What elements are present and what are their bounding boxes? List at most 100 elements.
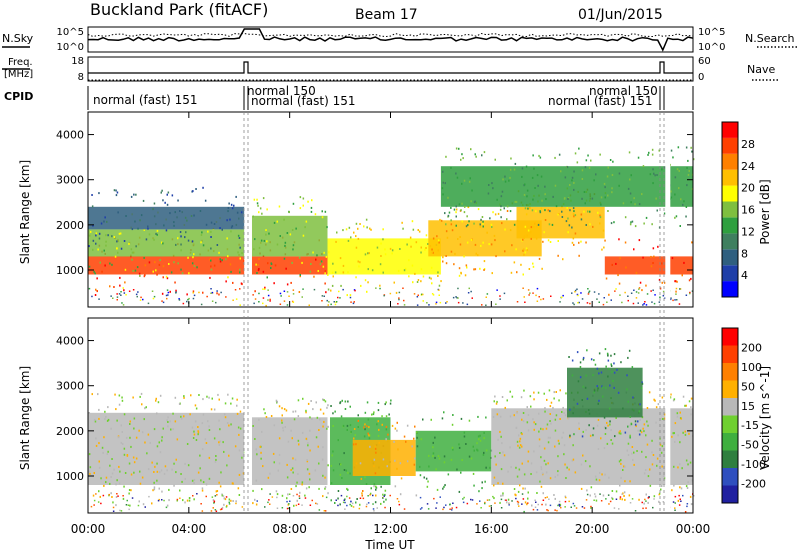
heatmap-noise <box>678 494 680 497</box>
heatmap-speckle <box>527 450 530 453</box>
heatmap-speckle <box>521 175 523 178</box>
colorbar-tick: 20 <box>741 182 755 195</box>
heatmap-speckle <box>688 169 690 172</box>
heatmap-speckle <box>186 293 188 296</box>
heatmap-speckle <box>453 208 456 211</box>
heatmap-noise <box>398 297 400 299</box>
heatmap-speckle <box>147 225 149 228</box>
heatmap-speckle <box>120 247 123 250</box>
heatmap-speckle <box>483 269 485 271</box>
heatmap-speckle <box>220 471 222 474</box>
heatmap-noise <box>267 299 269 301</box>
heatmap-noise <box>527 289 530 291</box>
heatmap-noise <box>252 294 254 296</box>
heatmap-speckle <box>494 158 496 161</box>
heatmap-speckle <box>142 503 145 506</box>
heatmap-speckle <box>685 459 688 462</box>
heatmap-speckle <box>195 188 197 190</box>
heatmap-speckle <box>619 430 621 433</box>
heatmap-speckle <box>307 402 310 405</box>
heatmap-speckle <box>381 423 383 426</box>
heatmap-speckle <box>636 450 638 452</box>
heatmap-speckle <box>687 173 690 176</box>
heatmap-speckle <box>592 434 594 437</box>
heatmap-speckle <box>122 497 125 500</box>
heatmap-speckle <box>118 482 121 485</box>
heatmap-speckle <box>615 490 618 493</box>
heatmap-speckle <box>501 222 503 225</box>
heatmap-speckle <box>131 228 134 231</box>
heatmap-noise <box>490 505 492 507</box>
heatmap-speckle <box>375 488 377 491</box>
heatmap-noise <box>658 301 661 303</box>
heatmap-speckle <box>678 169 680 172</box>
heatmap-speckle <box>385 425 388 428</box>
heatmap-speckle <box>190 394 192 397</box>
heatmap-noise <box>137 291 139 293</box>
nsky-tick-top: 10^5 <box>57 27 84 38</box>
heatmap-noise <box>213 502 215 504</box>
heatmap-speckle <box>311 418 313 420</box>
heatmap-speckle <box>357 414 359 417</box>
heatmap-speckle <box>210 265 212 268</box>
heatmap-speckle <box>135 245 137 248</box>
heatmap-noise <box>590 507 592 509</box>
heatmap-speckle <box>177 237 179 240</box>
heatmap-speckle <box>180 249 182 252</box>
heatmap-noise <box>631 498 634 500</box>
heatmap-speckle <box>193 433 196 436</box>
heatmap-noise <box>116 299 118 301</box>
heatmap-speckle <box>131 258 133 261</box>
heatmap-speckle <box>276 220 278 223</box>
heatmap-speckle <box>128 492 130 495</box>
heatmap-speckle <box>454 252 456 255</box>
heatmap-speckle <box>494 395 496 398</box>
heatmap-speckle <box>167 425 169 428</box>
heatmap-speckle <box>490 223 493 226</box>
heatmap-speckle <box>565 392 567 395</box>
heatmap-speckle <box>325 291 327 294</box>
heatmap-noise <box>123 292 126 294</box>
heatmap-speckle <box>571 459 574 462</box>
heatmap-speckle <box>98 460 100 463</box>
heatmap-speckle <box>178 403 181 405</box>
heatmap-speckle <box>591 197 594 200</box>
heatmap-speckle <box>443 455 446 458</box>
heatmap-speckle <box>557 240 559 242</box>
heatmap-speckle <box>606 352 609 355</box>
heatmap-speckle <box>651 463 654 466</box>
heatmap-speckle <box>123 240 126 242</box>
heatmap-speckle <box>278 462 281 465</box>
heatmap-speckle <box>255 503 258 506</box>
heatmap-speckle <box>542 492 544 495</box>
heatmap-noise <box>517 501 520 504</box>
x-tick-label: 04:00 <box>172 522 207 536</box>
heatmap-speckle <box>218 481 220 484</box>
heatmap-speckle <box>330 464 333 467</box>
heatmap-speckle <box>422 275 425 278</box>
heatmap-speckle <box>284 241 287 244</box>
heatmap-speckle <box>376 423 378 426</box>
heatmap-speckle <box>94 272 96 275</box>
heatmap-speckle <box>527 497 529 500</box>
heatmap-speckle <box>344 498 346 501</box>
heatmap-speckle <box>531 504 533 507</box>
heatmap-speckle <box>639 403 641 406</box>
heatmap-speckle <box>357 227 359 230</box>
heatmap-noise <box>674 495 677 498</box>
heatmap-noise <box>286 304 289 306</box>
heatmap-speckle <box>359 503 361 506</box>
heatmap-speckle <box>450 223 453 226</box>
heatmap-speckle <box>451 423 454 426</box>
heatmap-speckle <box>146 452 148 455</box>
heatmap-speckle <box>603 182 606 185</box>
heatmap-speckle <box>440 280 442 283</box>
heatmap-speckle <box>139 470 141 473</box>
heatmap-speckle <box>258 418 260 421</box>
heatmap-speckle <box>613 386 615 389</box>
heatmap-speckle <box>685 206 688 208</box>
heatmap-speckle <box>227 393 229 396</box>
heatmap-speckle <box>598 372 600 375</box>
heatmap-speckle <box>557 455 559 458</box>
